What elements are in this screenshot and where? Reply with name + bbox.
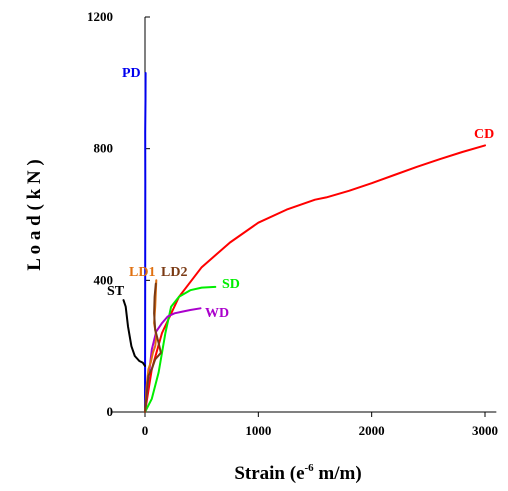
series-label-ld2: LD2 [161, 265, 187, 280]
series-line-pd [144, 72, 147, 413]
y-tick-label: 0 [107, 404, 114, 419]
series-line-st [122, 299, 146, 367]
series-label-pd: PD [122, 66, 141, 81]
series-line-cd [144, 144, 486, 413]
y-tick-label: 800 [94, 141, 114, 156]
x-tick-label: 0 [142, 423, 149, 438]
series-line-sd [144, 285, 217, 413]
x-tick-label: 3000 [472, 423, 498, 438]
series-label-ld1: LD1 [129, 265, 155, 280]
x-tick-label: 1000 [245, 423, 271, 438]
series-label-cd: CD [474, 127, 494, 142]
ticks: 0 1000 2000 3000 0 400 800 1200 [87, 9, 498, 438]
series-label-sd: SD [222, 277, 240, 292]
y-tick-label: 400 [94, 272, 114, 287]
y-tick-label: 1200 [87, 9, 113, 24]
series-group [122, 72, 486, 413]
x-tick-label: 2000 [359, 423, 385, 438]
y-axis-title: L o a d ( k N ) [24, 159, 45, 270]
x-axis-title: Strain (e-6 m/m) [234, 462, 361, 484]
series-line-ld2 [144, 282, 162, 413]
series-label-st: ST [107, 284, 125, 299]
series-label-wd: WD [205, 306, 229, 321]
axes [111, 17, 497, 413]
series-labels: CD PD SD WD ST LD1 LD2 [107, 66, 494, 321]
